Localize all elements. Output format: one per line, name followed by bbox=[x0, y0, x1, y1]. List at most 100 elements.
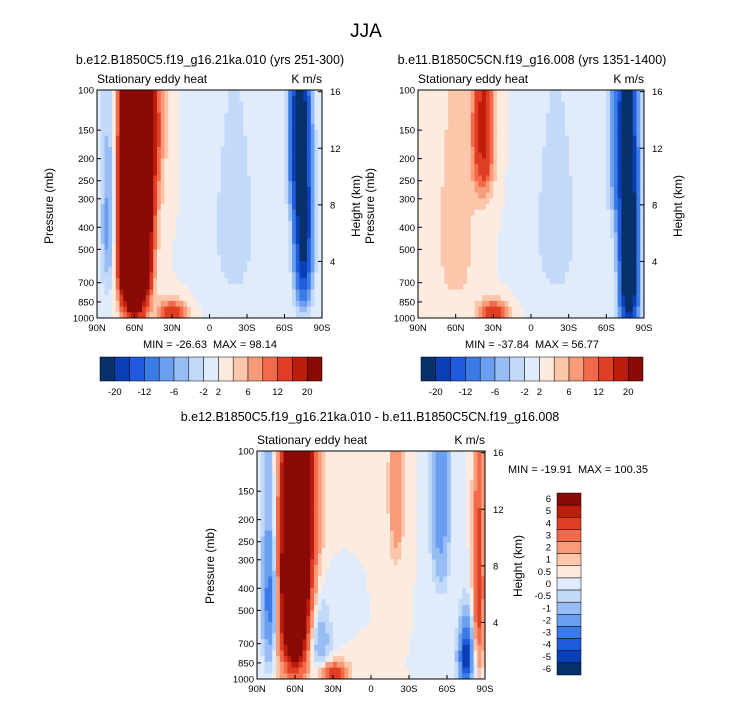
heatmap-cell bbox=[277, 255, 282, 262]
heatmap-cell bbox=[436, 312, 442, 319]
heatmap-cell bbox=[280, 255, 285, 262]
heatmap-cell bbox=[209, 135, 214, 142]
heatmap-cell bbox=[568, 141, 573, 148]
heatmap-cell bbox=[172, 226, 177, 233]
heatmap-cell bbox=[153, 261, 158, 268]
heatmap-cell bbox=[598, 118, 604, 125]
heatmap-cell bbox=[209, 141, 214, 148]
heatmap-cell bbox=[500, 175, 506, 182]
heatmap-cell bbox=[299, 249, 304, 256]
heatmap-cell bbox=[493, 243, 498, 251]
heatmap-cell bbox=[243, 112, 248, 119]
heatmap-cell bbox=[602, 129, 607, 137]
heatmap-cell bbox=[303, 107, 308, 114]
heatmap-cell bbox=[149, 221, 154, 228]
heatmap-cell bbox=[130, 289, 135, 296]
heatmap-cell bbox=[421, 112, 427, 119]
heatmap-cell bbox=[307, 204, 312, 211]
heatmap-cell bbox=[448, 181, 453, 188]
heatmap-cell bbox=[613, 243, 619, 251]
heatmap-cell bbox=[610, 90, 615, 97]
heatmap-cell bbox=[243, 141, 248, 148]
heatmap-cell bbox=[625, 175, 630, 182]
heatmap-cell bbox=[425, 204, 430, 211]
heatmap-cell bbox=[183, 95, 188, 102]
heatmap-cell bbox=[482, 124, 487, 131]
heatmap-cell bbox=[564, 312, 570, 319]
heatmap-cell bbox=[179, 232, 184, 239]
heatmap-cell bbox=[425, 129, 430, 137]
heatmap-cell bbox=[628, 169, 634, 176]
heatmap-cell bbox=[299, 198, 304, 205]
heatmap-cell bbox=[179, 249, 184, 256]
heatmap-cell bbox=[104, 243, 109, 251]
heatmap-cell bbox=[179, 226, 184, 233]
heatmap-cell bbox=[482, 204, 487, 211]
y-tick-label: 700 bbox=[399, 278, 415, 289]
heatmap-cell bbox=[303, 312, 308, 319]
heatmap-cell bbox=[205, 135, 210, 142]
heatmap-cell bbox=[576, 204, 581, 211]
heatmap-cell bbox=[628, 272, 634, 279]
heatmap-cell bbox=[512, 226, 517, 233]
heatmap-cell bbox=[175, 266, 180, 273]
heatmap-cell bbox=[100, 243, 105, 251]
heatmap-cell bbox=[602, 215, 607, 222]
heatmap-cell bbox=[198, 107, 203, 114]
heatmap-cell bbox=[149, 283, 154, 290]
heatmap-cell bbox=[153, 135, 158, 142]
heatmap-cell bbox=[440, 101, 445, 108]
heatmap-cell bbox=[534, 186, 540, 194]
heatmap-cell bbox=[168, 169, 173, 176]
heatmap-cell bbox=[478, 261, 483, 268]
colorbar-swatch bbox=[188, 356, 204, 382]
heatmap-cell bbox=[258, 238, 263, 245]
heatmap-cell bbox=[318, 295, 323, 302]
heatmap-cell bbox=[470, 312, 475, 319]
colorbar-swatch bbox=[306, 356, 323, 382]
heatmap-cell bbox=[190, 147, 195, 154]
heatmap-cell bbox=[280, 192, 285, 199]
heatmap-cell bbox=[220, 129, 225, 137]
heatmap-cell bbox=[295, 306, 300, 313]
heatmap-cell bbox=[138, 204, 143, 211]
heatmap-cell bbox=[542, 255, 547, 262]
heatmap-cell bbox=[314, 204, 319, 211]
heatmap-cell bbox=[134, 141, 139, 148]
y-tick-label: 1000 bbox=[394, 314, 415, 325]
heatmap-cell bbox=[288, 158, 293, 165]
heatmap-cell bbox=[523, 221, 528, 228]
heatmap-cell bbox=[504, 118, 509, 125]
heatmap-cell bbox=[288, 261, 293, 268]
heatmap-cell bbox=[440, 152, 445, 159]
heatmap-cell bbox=[542, 135, 547, 142]
heatmap-cell bbox=[606, 164, 611, 171]
heatmap-cell bbox=[284, 112, 289, 119]
heatmap-cell bbox=[519, 289, 524, 296]
heatmap-cell bbox=[448, 186, 453, 194]
heatmap-cell bbox=[515, 164, 521, 171]
heatmap-cell bbox=[523, 266, 528, 273]
heatmap-cell bbox=[538, 278, 543, 285]
heatmap-cell bbox=[628, 261, 634, 268]
heatmap-cell bbox=[421, 158, 427, 165]
heatmap-cell bbox=[262, 186, 267, 194]
heatmap-cell bbox=[497, 300, 502, 308]
heatmap-cell bbox=[425, 283, 430, 290]
heatmap-cell bbox=[485, 192, 491, 199]
heatmap-cell bbox=[440, 255, 445, 262]
heatmap-cell bbox=[307, 181, 312, 188]
heatmap-cell bbox=[205, 266, 210, 273]
heatmap-cell bbox=[168, 186, 173, 194]
heatmap-cell bbox=[455, 169, 460, 176]
heatmap-cell bbox=[299, 192, 304, 199]
heatmap-cell bbox=[220, 272, 225, 279]
heatmap-cell bbox=[613, 215, 619, 222]
heatmap-cell bbox=[115, 283, 120, 290]
heatmap-cell bbox=[625, 101, 630, 108]
heatmap-cell bbox=[425, 209, 430, 216]
heatmap-cell bbox=[295, 192, 300, 199]
heatmap-cell bbox=[288, 90, 293, 97]
heatmap-cell bbox=[277, 243, 282, 251]
heatmap-cell bbox=[247, 232, 252, 239]
